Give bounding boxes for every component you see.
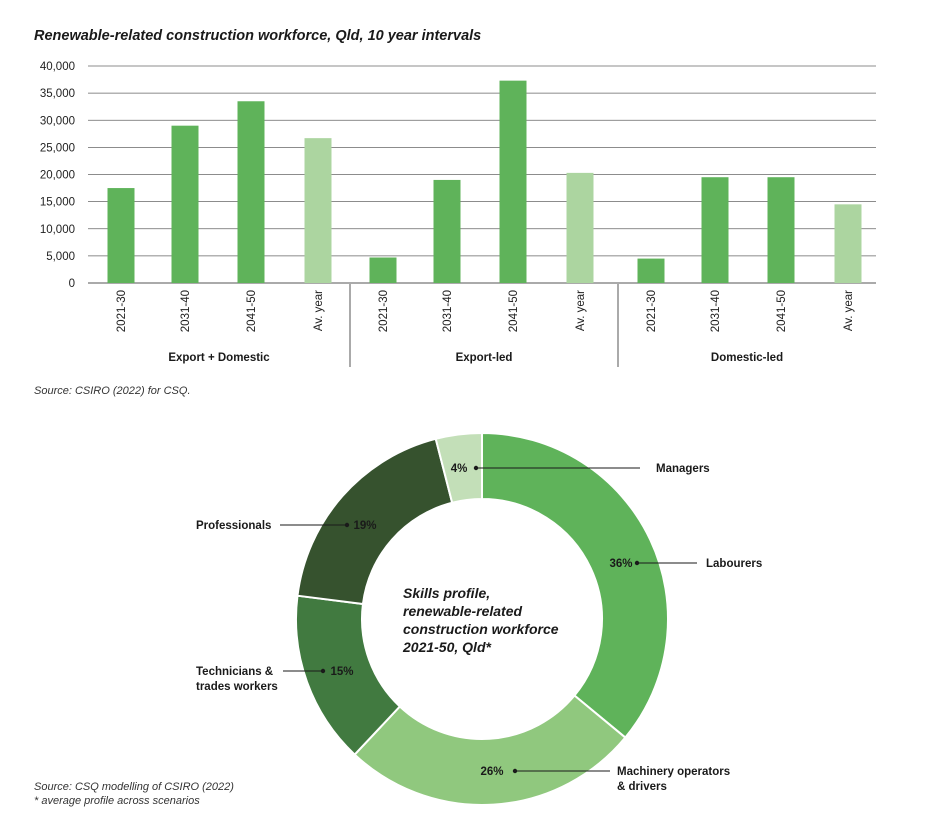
slice-percent-label: 36%: [609, 558, 632, 570]
bar: [566, 172, 594, 283]
slice-category-label: Managers: [656, 463, 710, 475]
leader-dot: [344, 522, 350, 528]
bar: [767, 177, 795, 283]
bar: [433, 179, 461, 283]
leader-dot: [512, 768, 518, 774]
bar-chart-source: Source: CSIRO (2022) for CSQ.: [34, 385, 191, 397]
donut-slice: [434, 431, 483, 504]
y-tick-label: 0: [69, 278, 75, 290]
slice-percent-label: 26%: [480, 766, 503, 778]
x-tick-label: 2021-30: [646, 290, 658, 332]
donut-center-title: construction workforce: [403, 621, 559, 637]
donut-center-title: renewable-related: [403, 603, 522, 619]
slice-category-label: Technicians & trades workers: [196, 666, 278, 693]
donut-footnote: * average profile across scenarios: [34, 795, 200, 807]
slice-category-label: Professionals: [196, 520, 271, 532]
leader-dot: [634, 560, 640, 566]
bar-chart-title: Renewable-related construction workforce…: [34, 28, 482, 44]
donut-slice: [295, 594, 402, 757]
leader-dot: [473, 465, 479, 471]
y-tick-label: 5,000: [46, 251, 75, 263]
slice-category-label: Machinery operators & drivers: [617, 766, 730, 793]
y-tick-label: 15,000: [40, 197, 75, 209]
x-tick-label: 2041-50: [508, 290, 520, 332]
y-tick-label: 25,000: [40, 142, 75, 154]
x-tick-label: 2031-40: [710, 290, 722, 332]
group-label: Domestic-led: [711, 352, 783, 364]
donut-chart-source: Source: CSQ modelling of CSIRO (2022) * …: [34, 780, 234, 808]
donut-center-title: 2021-50, Qld*: [402, 639, 491, 655]
y-tick-label: 40,000: [40, 61, 75, 73]
slice-percent-label: 19%: [353, 520, 376, 532]
slice-percent-label: 15%: [330, 666, 353, 678]
slice-category-label: Labourers: [706, 558, 762, 570]
bar: [701, 177, 729, 283]
y-tick-label: 30,000: [40, 115, 75, 127]
y-tick-label: 35,000: [40, 88, 75, 100]
bar: [171, 125, 199, 283]
x-tick-label: Av. year: [575, 290, 587, 331]
bar-chart: 0 5,000 10,000 15,000 20,000 25,000 30,000 35,0…: [40, 61, 876, 367]
bar: [237, 101, 265, 283]
x-tick-label: 2031-40: [180, 290, 192, 332]
label-line: Technicians &: [196, 666, 273, 678]
group-label: Export-led: [456, 352, 513, 364]
bar: [499, 80, 527, 284]
x-tick-label: 2041-50: [776, 290, 788, 332]
x-tick-label: 2041-50: [246, 290, 258, 332]
x-tick-label: 2021-30: [116, 290, 128, 332]
donut-center-title: Skills profile,: [403, 585, 490, 601]
donut-source-line: Source: CSQ modelling of CSIRO (2022): [34, 781, 234, 793]
x-tick-label: Av. year: [313, 290, 325, 331]
donut-slice: [353, 694, 627, 806]
y-tick-label: 10,000: [40, 224, 75, 236]
bar: [637, 258, 665, 283]
bar: [369, 257, 397, 283]
bar: [834, 204, 862, 283]
y-tick-label: 20,000: [40, 170, 75, 182]
label-line: trades workers: [196, 681, 278, 693]
bar: [107, 188, 135, 283]
slice-percent-label: 4%: [451, 463, 468, 475]
donut-slice: [296, 437, 454, 606]
donut-slice: [481, 431, 669, 739]
label-line: Machinery operators: [617, 766, 730, 778]
x-tick-label: 2031-40: [442, 290, 454, 332]
group-label: Export + Domestic: [168, 352, 270, 364]
bar: [304, 138, 332, 283]
leader-dot: [320, 668, 326, 674]
x-tick-label: Av. year: [843, 290, 855, 331]
label-line: & drivers: [617, 781, 667, 793]
x-tick-label: 2021-30: [378, 290, 390, 332]
